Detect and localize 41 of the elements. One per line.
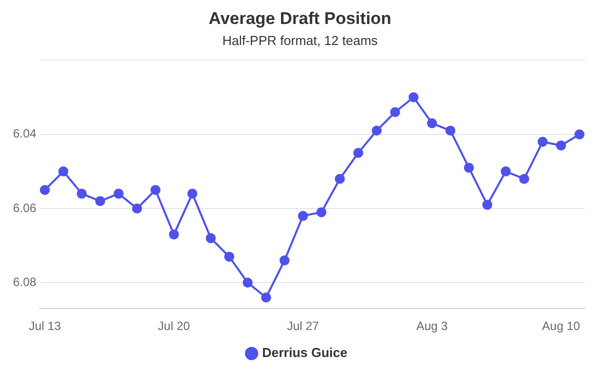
point <box>408 92 419 102</box>
y-tick-label: 6.06 <box>12 200 37 215</box>
point <box>519 174 530 184</box>
x-tick-label: Jul 13 <box>28 319 62 334</box>
point <box>187 188 198 199</box>
point <box>132 204 142 214</box>
point <box>114 188 124 199</box>
x-tick-label: Jul 27 <box>286 319 320 334</box>
point <box>280 255 290 266</box>
point <box>242 278 253 288</box>
point <box>427 118 437 128</box>
point <box>390 107 400 118</box>
chart-title: Average Draft Position <box>208 9 392 29</box>
point <box>556 140 566 150</box>
point <box>206 233 216 244</box>
y-tick-label: 6.08 <box>12 274 37 289</box>
point <box>76 188 87 199</box>
x-tick-label: Aug 3 <box>416 319 448 334</box>
point <box>500 166 511 176</box>
point <box>464 162 474 173</box>
point <box>316 207 326 218</box>
point <box>298 210 308 221</box>
y-tick-label: 6.04 <box>12 126 37 141</box>
point <box>150 184 160 195</box>
chart-subtitle: Half-PPR format, 12 teams <box>221 33 379 48</box>
legend-label: Derrius Guice <box>262 345 348 360</box>
point <box>353 148 364 158</box>
x-tick-label: Aug 10 <box>542 319 580 334</box>
point <box>168 229 179 240</box>
point <box>58 166 68 176</box>
point <box>574 129 584 140</box>
point <box>445 126 456 136</box>
point <box>95 196 106 206</box>
point <box>261 292 272 302</box>
point <box>40 184 50 195</box>
point <box>224 252 234 262</box>
point <box>482 200 492 210</box>
x-tick-label: Jul 20 <box>158 319 190 334</box>
point <box>334 174 345 184</box>
point <box>372 126 382 136</box>
point <box>538 136 548 147</box>
